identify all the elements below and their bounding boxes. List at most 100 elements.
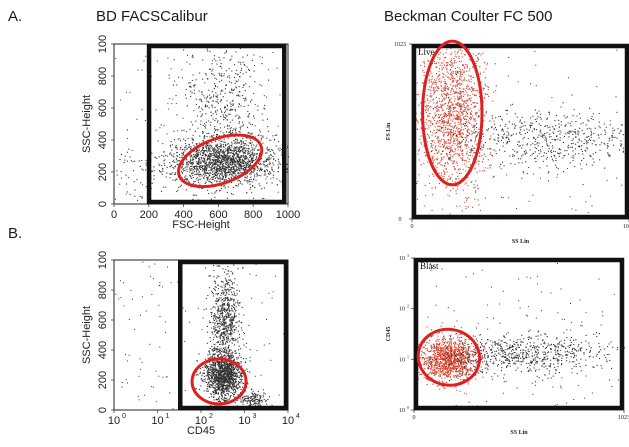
event-dot bbox=[461, 56, 463, 58]
event-dot bbox=[254, 147, 256, 149]
event-dot bbox=[172, 172, 174, 174]
event-dot bbox=[433, 102, 435, 104]
event-dot bbox=[452, 135, 454, 137]
event-dot bbox=[240, 165, 242, 167]
event-dot bbox=[468, 196, 470, 198]
event-dot bbox=[211, 147, 213, 149]
event-dot bbox=[513, 123, 515, 125]
event-dot bbox=[251, 59, 253, 61]
event-dot bbox=[451, 103, 453, 105]
event-dot bbox=[619, 149, 621, 151]
event-dot bbox=[208, 361, 210, 363]
event-dot bbox=[554, 139, 556, 141]
event-dot bbox=[246, 157, 248, 159]
event-dot bbox=[464, 115, 466, 117]
event-dot bbox=[546, 117, 548, 119]
event-dot bbox=[213, 376, 215, 378]
event-dot bbox=[437, 140, 439, 142]
event-dot bbox=[278, 162, 280, 164]
event-dot bbox=[216, 129, 218, 131]
event-dot bbox=[555, 114, 557, 116]
event-dot bbox=[571, 139, 573, 141]
event-dot bbox=[467, 131, 469, 133]
event-dot bbox=[426, 119, 428, 121]
event-dot bbox=[224, 185, 226, 187]
event-dot bbox=[225, 175, 227, 177]
event-dot bbox=[506, 113, 508, 115]
event-dot bbox=[225, 172, 227, 174]
event-dot bbox=[460, 128, 462, 130]
event-dot bbox=[242, 397, 244, 399]
axes-group: 0 200 400 600 800 10000200400600800100FSC-Hei… bbox=[81, 35, 300, 231]
event-dot bbox=[184, 166, 186, 168]
event-dot bbox=[221, 364, 223, 366]
event-dot bbox=[232, 89, 234, 91]
event-dot bbox=[507, 109, 509, 111]
event-dot bbox=[218, 181, 220, 183]
event-dot bbox=[443, 140, 445, 142]
event-dot bbox=[279, 147, 281, 149]
event-dot bbox=[474, 105, 476, 107]
event-dot bbox=[220, 91, 222, 92]
event-dot bbox=[538, 142, 540, 144]
event-dot bbox=[215, 144, 217, 146]
event-dot bbox=[448, 132, 450, 134]
event-dot bbox=[447, 128, 449, 130]
event-dot bbox=[435, 123, 437, 125]
event-dot bbox=[454, 138, 456, 140]
event-dot bbox=[550, 156, 552, 158]
event-dot bbox=[470, 60, 472, 62]
event-dot bbox=[221, 155, 223, 157]
event-dot bbox=[214, 171, 216, 173]
event-dot bbox=[211, 364, 213, 366]
event-dot bbox=[528, 129, 530, 131]
event-dot bbox=[558, 148, 560, 150]
event-dot bbox=[450, 160, 452, 162]
event-dot bbox=[288, 156, 290, 158]
event-dot bbox=[215, 155, 217, 157]
event-dot bbox=[228, 147, 230, 149]
event-dot bbox=[427, 60, 429, 62]
event-dot bbox=[255, 165, 257, 167]
event-dot bbox=[465, 199, 467, 201]
event-dot bbox=[210, 167, 212, 169]
event-dot bbox=[500, 163, 502, 165]
event-dot bbox=[235, 80, 237, 82]
event-dot bbox=[467, 120, 469, 122]
event-dot bbox=[236, 158, 238, 160]
event-dot bbox=[463, 93, 465, 95]
event-dot bbox=[468, 133, 470, 135]
event-dot bbox=[508, 139, 510, 141]
event-dot bbox=[225, 148, 227, 150]
event-dot bbox=[436, 85, 438, 87]
event-dot bbox=[446, 171, 448, 173]
event-dot bbox=[203, 136, 205, 138]
event-dot bbox=[233, 169, 235, 171]
event-dot bbox=[444, 165, 446, 167]
event-dot bbox=[458, 111, 460, 113]
event-dot bbox=[226, 166, 228, 168]
event-dot bbox=[228, 113, 230, 115]
event-dot bbox=[503, 165, 505, 167]
event-dot bbox=[443, 171, 445, 173]
event-dot bbox=[177, 189, 179, 191]
event-dot bbox=[222, 152, 224, 154]
event-dot bbox=[216, 174, 218, 176]
event-dot bbox=[244, 165, 246, 167]
event-dot bbox=[448, 120, 450, 122]
event-dot bbox=[586, 128, 588, 130]
event-dot bbox=[441, 176, 443, 178]
event-dot bbox=[204, 175, 206, 177]
event-dot bbox=[268, 155, 270, 157]
event-dot bbox=[287, 145, 289, 147]
event-dot bbox=[236, 160, 238, 162]
event-dot bbox=[192, 74, 194, 76]
event-dot bbox=[222, 391, 224, 393]
event-dot bbox=[502, 137, 504, 139]
event-dot bbox=[460, 135, 462, 137]
event-dot bbox=[229, 164, 231, 166]
event-dot bbox=[179, 148, 181, 150]
event-dot bbox=[116, 170, 118, 172]
event-dot bbox=[170, 141, 172, 143]
event-dot bbox=[210, 121, 212, 123]
